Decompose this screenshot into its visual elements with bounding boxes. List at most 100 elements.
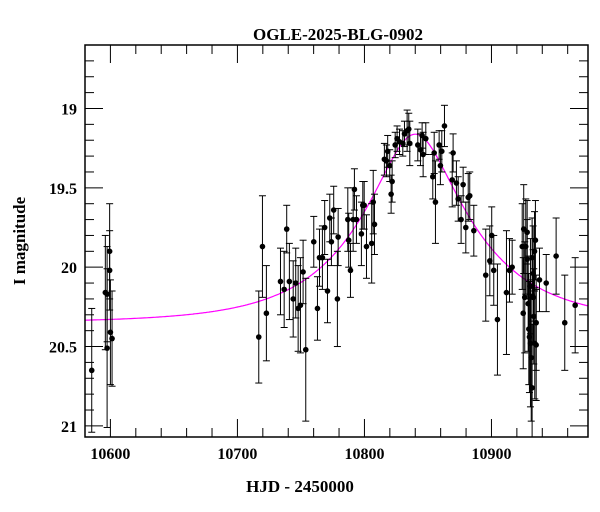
data-marker bbox=[371, 221, 378, 228]
data-marker bbox=[292, 280, 299, 286]
y-tick-label: 20 bbox=[61, 260, 77, 277]
data-point bbox=[482, 228, 490, 322]
data-point bbox=[388, 160, 396, 203]
data-marker bbox=[88, 367, 95, 374]
data-point bbox=[345, 212, 353, 268]
data-point bbox=[393, 125, 401, 152]
data-marker bbox=[532, 237, 539, 244]
data-marker bbox=[321, 224, 328, 231]
data-point bbox=[542, 253, 550, 313]
data-marker bbox=[503, 289, 510, 296]
data-marker bbox=[487, 258, 493, 264]
data-marker bbox=[528, 354, 535, 361]
data-marker bbox=[314, 305, 321, 312]
data-marker bbox=[422, 135, 429, 142]
data-marker bbox=[283, 226, 290, 232]
data-point bbox=[313, 276, 321, 341]
data-marker bbox=[106, 267, 113, 274]
data-marker bbox=[524, 256, 530, 263]
data-marker bbox=[290, 296, 296, 302]
x-tick-label: 10800 bbox=[344, 446, 384, 463]
data-marker bbox=[104, 345, 110, 351]
data-point bbox=[535, 247, 543, 313]
data-point bbox=[462, 201, 470, 254]
data-point bbox=[459, 166, 467, 203]
data-marker bbox=[286, 278, 293, 285]
data-marker bbox=[529, 385, 535, 391]
x-tick-label: 10700 bbox=[217, 446, 257, 463]
data-marker bbox=[450, 150, 456, 156]
data-point bbox=[255, 290, 263, 384]
x-tick-label: 10900 bbox=[471, 446, 511, 463]
data-marker bbox=[441, 123, 448, 129]
data-point bbox=[422, 122, 430, 156]
data-point bbox=[470, 204, 478, 257]
data-point bbox=[405, 112, 413, 146]
data-point bbox=[323, 258, 331, 324]
data-point bbox=[449, 133, 457, 173]
data-marker bbox=[431, 150, 437, 156]
data-marker bbox=[466, 192, 473, 199]
data-marker bbox=[533, 342, 539, 348]
data-marker bbox=[281, 286, 287, 293]
data-point bbox=[457, 195, 465, 244]
data-marker bbox=[277, 278, 284, 285]
data-marker bbox=[463, 224, 469, 231]
data-point bbox=[285, 242, 293, 321]
plot-frame bbox=[84, 44, 589, 438]
data-point bbox=[370, 193, 378, 255]
data-point bbox=[276, 247, 284, 316]
data-marker bbox=[406, 140, 413, 147]
data-point bbox=[352, 195, 360, 244]
data-marker bbox=[455, 196, 461, 202]
data-marker bbox=[437, 162, 444, 169]
data-point bbox=[430, 131, 438, 175]
x-axis-label: HJD - 2450000 bbox=[246, 477, 354, 496]
axis-ticks bbox=[84, 44, 588, 437]
chart-title: OGLE-2025-BLG-0902 bbox=[253, 25, 423, 44]
data-point bbox=[106, 230, 114, 311]
data-marker bbox=[531, 248, 538, 255]
data-marker bbox=[471, 227, 477, 234]
data-point bbox=[368, 203, 376, 284]
data-marker bbox=[553, 253, 559, 259]
y-tick-label: 20.5 bbox=[49, 340, 77, 357]
data-marker bbox=[490, 267, 497, 274]
data-point bbox=[258, 195, 266, 298]
data-marker bbox=[438, 148, 445, 155]
data-point bbox=[310, 215, 318, 268]
data-marker bbox=[358, 231, 365, 237]
data-marker bbox=[386, 162, 393, 169]
data-marker bbox=[319, 254, 326, 261]
data-point bbox=[391, 131, 399, 159]
data-marker bbox=[345, 237, 352, 244]
data-marker bbox=[449, 177, 456, 183]
data-marker bbox=[351, 186, 358, 193]
data-point bbox=[333, 250, 341, 348]
data-marker bbox=[259, 243, 266, 250]
data-marker bbox=[561, 319, 568, 326]
data-point bbox=[88, 307, 96, 433]
y-axis-label: I magnitude bbox=[10, 196, 29, 285]
data-marker bbox=[109, 335, 115, 342]
data-point bbox=[360, 180, 368, 230]
data-marker bbox=[368, 240, 375, 247]
data-marker bbox=[572, 302, 578, 309]
data-point bbox=[552, 217, 560, 295]
data-point bbox=[103, 268, 111, 428]
data-point bbox=[108, 290, 116, 387]
data-marker bbox=[429, 173, 436, 180]
data-marker bbox=[392, 142, 398, 148]
data-point bbox=[302, 277, 310, 422]
tick-labels: 10600 10700 10800 10900 19 19.5 20 20.5 21 bbox=[49, 101, 511, 463]
data-point bbox=[283, 204, 291, 254]
data-point bbox=[508, 239, 516, 295]
data-marker bbox=[255, 334, 262, 340]
data-marker bbox=[494, 316, 501, 323]
data-marker bbox=[458, 216, 464, 223]
data-marker bbox=[432, 199, 439, 205]
data-point bbox=[532, 288, 540, 401]
data-point bbox=[289, 260, 297, 338]
data-point bbox=[490, 234, 498, 306]
